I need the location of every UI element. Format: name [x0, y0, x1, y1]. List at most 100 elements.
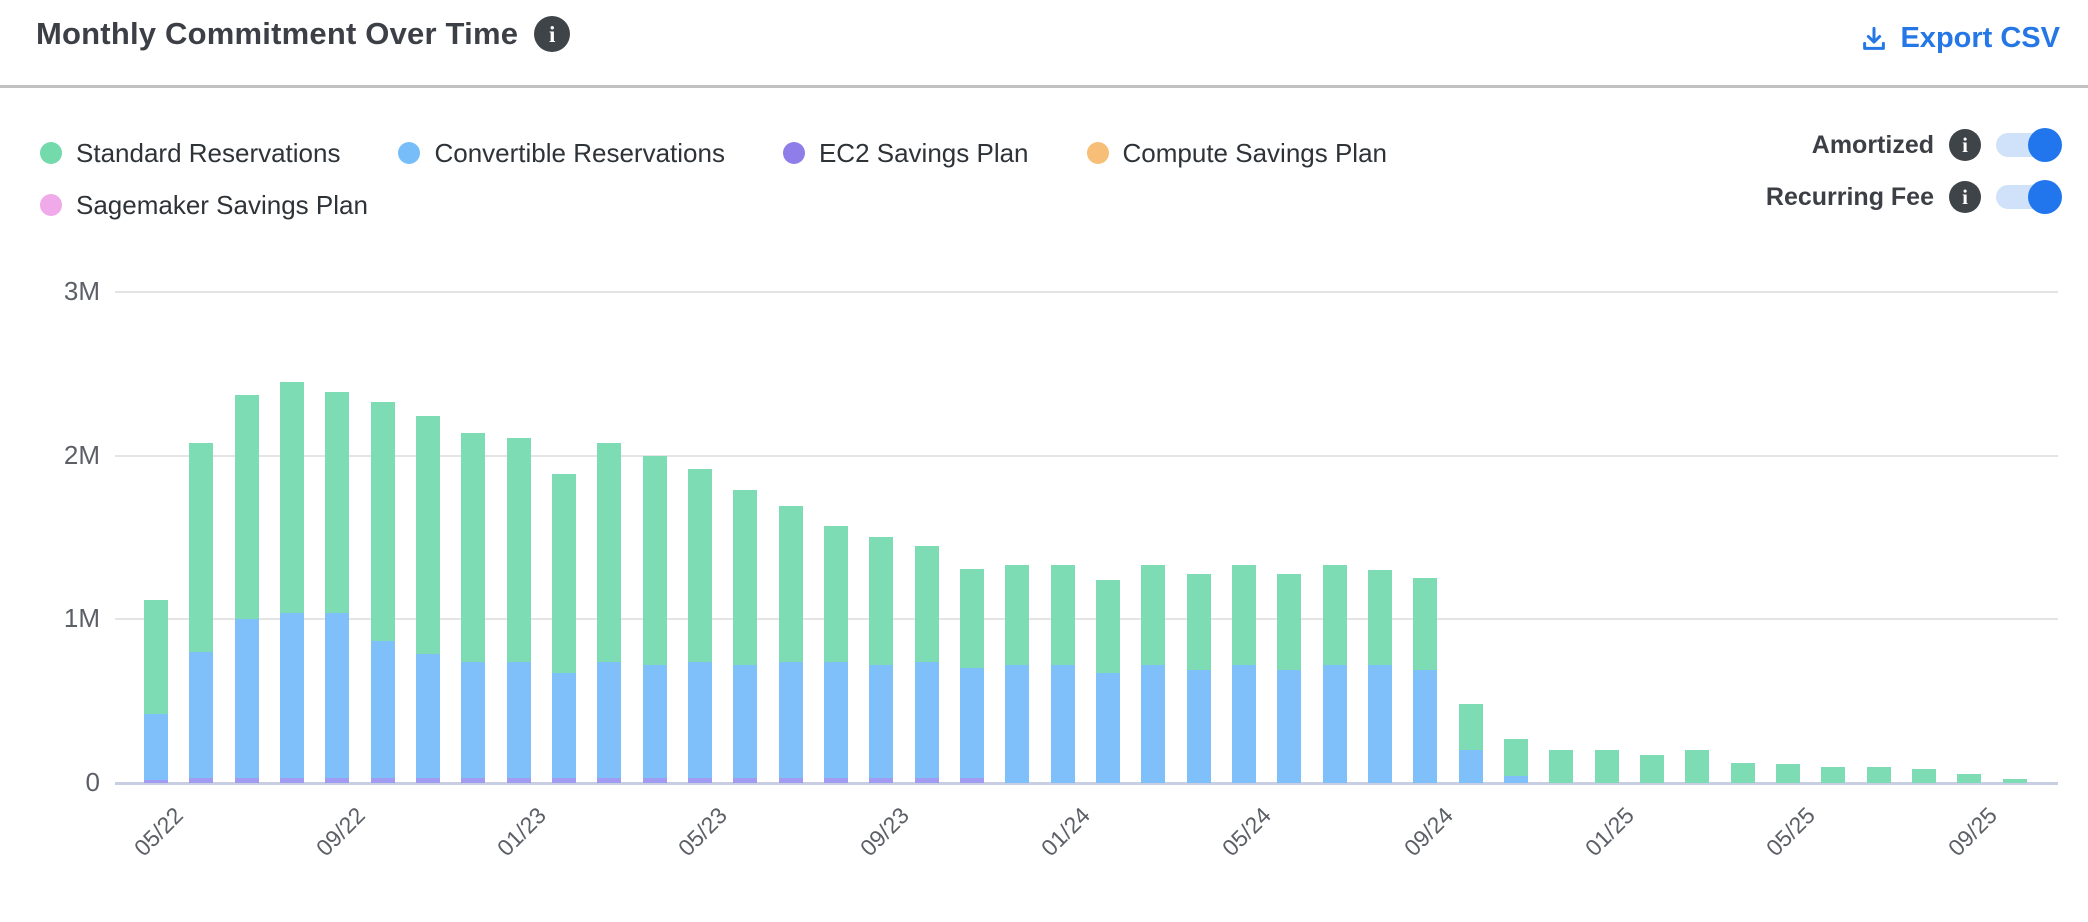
- bar-segment[interactable]: [144, 599, 168, 715]
- bar-segment[interactable]: [869, 665, 894, 779]
- bar-segment[interactable]: [1821, 766, 1846, 783]
- bar-segment[interactable]: [1549, 750, 1574, 783]
- bar-segment[interactable]: [1141, 565, 1166, 666]
- bar-segment[interactable]: [551, 473, 576, 674]
- bar-segment[interactable]: [325, 778, 350, 783]
- bar-segment[interactable]: [325, 391, 350, 613]
- bar-segment[interactable]: [778, 506, 803, 662]
- bar-segment[interactable]: [687, 778, 712, 783]
- bar-segment[interactable]: [234, 778, 259, 783]
- bar-segment[interactable]: [959, 668, 984, 779]
- bar-segment[interactable]: [1639, 755, 1664, 783]
- bar-segment[interactable]: [1594, 750, 1619, 783]
- bar-segment[interactable]: [1141, 665, 1166, 783]
- bar-segment[interactable]: [415, 778, 440, 783]
- bar-segment[interactable]: [2002, 778, 2027, 783]
- bar-segment[interactable]: [1050, 565, 1075, 666]
- bar-segment[interactable]: [1458, 704, 1483, 751]
- bar-segment[interactable]: [733, 665, 758, 779]
- bar-segment[interactable]: [234, 619, 259, 779]
- bar-segment[interactable]: [415, 653, 440, 779]
- legend-item-ec2-savings-plan[interactable]: EC2 Savings Plan: [782, 138, 1029, 169]
- bar-segment[interactable]: [551, 673, 576, 779]
- bar-segment[interactable]: [189, 652, 214, 779]
- bar-segment[interactable]: [1231, 665, 1256, 783]
- bar-segment[interactable]: [1277, 670, 1302, 783]
- bar-segment[interactable]: [687, 661, 712, 779]
- bar-segment[interactable]: [461, 432, 486, 662]
- bar-segment[interactable]: [370, 778, 395, 783]
- bar-segment[interactable]: [733, 778, 758, 783]
- bar-segment[interactable]: [869, 778, 894, 783]
- bar-segment[interactable]: [1957, 773, 1982, 783]
- legend-item-sagemaker-savings-plan[interactable]: Sagemaker Savings Plan: [40, 190, 368, 221]
- amortized-info-icon[interactable]: i: [1949, 129, 1981, 161]
- bar-segment[interactable]: [959, 568, 984, 669]
- bar-segment[interactable]: [642, 665, 667, 779]
- bar-segment[interactable]: [1685, 750, 1710, 783]
- bar-segment[interactable]: [1367, 570, 1392, 666]
- bar-segment[interactable]: [597, 442, 622, 662]
- bar-segment[interactable]: [1503, 776, 1528, 783]
- bar-segment[interactable]: [1866, 766, 1891, 783]
- bar-segment[interactable]: [597, 778, 622, 783]
- legend-item-compute-savings-plan[interactable]: Compute Savings Plan: [1086, 138, 1387, 169]
- bar-segment[interactable]: [1775, 764, 1800, 783]
- bar-segment[interactable]: [370, 640, 395, 779]
- bar-segment[interactable]: [914, 661, 939, 779]
- bar-segment[interactable]: [1322, 565, 1347, 666]
- bar-segment[interactable]: [1186, 573, 1211, 671]
- bar-segment[interactable]: [1503, 738, 1528, 777]
- bar-segment[interactable]: [1231, 565, 1256, 666]
- legend-item-standard-reservations[interactable]: Standard Reservations: [40, 138, 340, 169]
- bar-segment[interactable]: [325, 612, 350, 779]
- bar-segment[interactable]: [1050, 665, 1075, 783]
- bar-segment[interactable]: [551, 778, 576, 783]
- bar-segment[interactable]: [189, 778, 214, 783]
- title-info-icon[interactable]: i: [534, 16, 571, 52]
- bar-segment[interactable]: [1186, 670, 1211, 783]
- bar-segment[interactable]: [823, 778, 848, 783]
- bar-segment[interactable]: [642, 778, 667, 783]
- bar-segment[interactable]: [778, 778, 803, 783]
- legend-item-convertible-reservations[interactable]: Convertible Reservations: [398, 138, 725, 169]
- bar-segment[interactable]: [914, 778, 939, 783]
- bar-segment[interactable]: [1367, 665, 1392, 783]
- bar-segment[interactable]: [823, 661, 848, 779]
- bar-segment[interactable]: [415, 416, 440, 654]
- bar-segment[interactable]: [1322, 665, 1347, 783]
- bar-segment[interactable]: [959, 778, 984, 783]
- bar-segment[interactable]: [189, 442, 214, 653]
- bar-segment[interactable]: [869, 537, 894, 666]
- bar-segment[interactable]: [461, 661, 486, 779]
- bar-segment[interactable]: [914, 545, 939, 662]
- bar-segment[interactable]: [1911, 769, 1936, 783]
- recurring-fee-toggle[interactable]: [1996, 180, 2062, 214]
- bar-segment[interactable]: [1730, 763, 1755, 783]
- bar-segment[interactable]: [1413, 578, 1438, 671]
- bar-segment[interactable]: [461, 778, 486, 783]
- bar-segment[interactable]: [279, 382, 304, 613]
- bar-segment[interactable]: [506, 778, 531, 783]
- bar-segment[interactable]: [1458, 750, 1483, 783]
- recurring-fee-info-icon[interactable]: i: [1949, 181, 1981, 213]
- bar-segment[interactable]: [279, 778, 304, 783]
- bar-segment[interactable]: [506, 661, 531, 779]
- bar-segment[interactable]: [823, 526, 848, 662]
- bar-segment[interactable]: [370, 401, 395, 641]
- bar-segment[interactable]: [1005, 665, 1030, 783]
- bar-segment[interactable]: [144, 779, 168, 783]
- bar-segment[interactable]: [1277, 573, 1302, 671]
- bar-segment[interactable]: [279, 612, 304, 779]
- bar-segment[interactable]: [506, 437, 531, 662]
- bar-segment[interactable]: [1413, 670, 1438, 783]
- bar-segment[interactable]: [597, 661, 622, 779]
- bar-segment[interactable]: [234, 395, 259, 620]
- bar-segment[interactable]: [687, 468, 712, 662]
- bar-segment[interactable]: [778, 661, 803, 779]
- bar-segment[interactable]: [642, 455, 667, 666]
- bar-segment[interactable]: [1005, 565, 1030, 666]
- bar-segment[interactable]: [1095, 580, 1120, 674]
- export-csv-button[interactable]: Export CSV: [1859, 22, 2060, 55]
- bar-segment[interactable]: [1095, 673, 1120, 783]
